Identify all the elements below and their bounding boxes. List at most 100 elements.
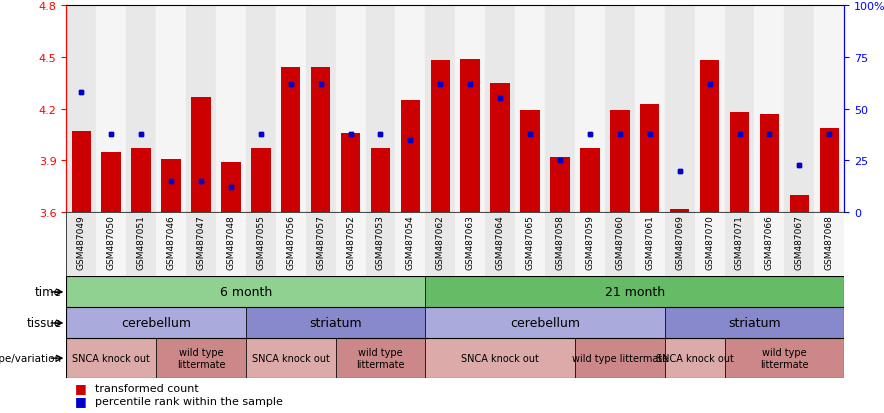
Text: GSM487060: GSM487060 (615, 215, 624, 269)
Bar (246, 6, 276, 213)
Bar (640, 104, 659, 213)
Bar (515, 213, 545, 277)
Bar (725, 213, 754, 277)
Bar (96, 213, 126, 277)
Bar (575, 339, 665, 378)
Bar (754, 6, 784, 213)
Bar (306, 213, 336, 277)
Bar (754, 213, 784, 277)
Bar (132, 149, 151, 213)
Bar (814, 6, 844, 213)
Bar (455, 6, 485, 213)
Text: 6 month: 6 month (220, 286, 272, 299)
Bar (461, 59, 480, 213)
Bar (700, 61, 720, 213)
Bar (336, 213, 365, 277)
Bar (431, 61, 450, 213)
Bar (365, 6, 395, 213)
Bar (665, 339, 725, 378)
Bar (72, 132, 91, 213)
Bar (700, 61, 720, 213)
Bar (186, 6, 216, 213)
Bar (370, 149, 390, 213)
Bar (336, 339, 425, 378)
Text: GSM487053: GSM487053 (376, 215, 385, 269)
Bar (819, 128, 839, 213)
Bar (575, 213, 605, 277)
Text: GSM487049: GSM487049 (77, 215, 86, 269)
Bar (186, 213, 216, 277)
Bar (575, 6, 605, 213)
Bar (341, 133, 361, 213)
Text: percentile rank within the sample: percentile rank within the sample (95, 396, 283, 406)
Bar (515, 6, 545, 213)
Bar (814, 213, 844, 277)
Bar (66, 277, 425, 308)
Bar (400, 101, 420, 213)
Text: 21 month: 21 month (605, 286, 665, 299)
Bar (66, 308, 246, 339)
Bar (102, 152, 121, 213)
Bar (246, 213, 276, 277)
Bar (161, 159, 180, 213)
Bar (670, 209, 690, 213)
Bar (281, 68, 301, 213)
Bar (491, 84, 510, 213)
Bar (221, 163, 240, 213)
Text: wild type
littermate: wild type littermate (356, 347, 405, 369)
Bar (102, 152, 121, 213)
Text: GSM487071: GSM487071 (735, 215, 744, 269)
Text: genotype/variation: genotype/variation (0, 353, 62, 363)
Text: cerebellum: cerebellum (510, 317, 580, 330)
Bar (789, 195, 809, 213)
Bar (400, 101, 420, 213)
Bar (759, 114, 779, 213)
Text: tissue: tissue (27, 317, 62, 330)
Bar (635, 6, 665, 213)
Bar (605, 213, 635, 277)
Bar (365, 213, 395, 277)
Bar (221, 163, 240, 213)
Bar (580, 149, 599, 213)
Bar (665, 308, 844, 339)
Text: ■: ■ (75, 394, 87, 407)
Bar (311, 68, 331, 213)
Bar (156, 213, 186, 277)
Bar (246, 308, 425, 339)
Bar (789, 195, 809, 213)
Text: SNCA knock out: SNCA knock out (72, 353, 150, 363)
Bar (216, 6, 246, 213)
Text: GSM487063: GSM487063 (466, 215, 475, 269)
Bar (336, 6, 365, 213)
Text: transformed count: transformed count (95, 383, 198, 393)
Text: GSM487054: GSM487054 (406, 215, 415, 269)
Text: GSM487047: GSM487047 (196, 215, 205, 269)
Bar (126, 6, 156, 213)
Bar (580, 149, 599, 213)
Text: GSM487064: GSM487064 (496, 215, 505, 269)
Bar (485, 6, 515, 213)
Text: wild type
littermate: wild type littermate (760, 347, 809, 369)
Bar (521, 111, 540, 213)
Text: GSM487059: GSM487059 (585, 215, 594, 269)
Bar (550, 158, 569, 213)
Text: GSM487058: GSM487058 (555, 215, 565, 269)
Text: GSM487069: GSM487069 (675, 215, 684, 269)
Bar (730, 113, 750, 213)
Bar (695, 213, 725, 277)
Bar (725, 6, 754, 213)
Text: GSM487067: GSM487067 (795, 215, 804, 269)
Bar (635, 213, 665, 277)
Bar (72, 132, 91, 213)
Text: time: time (35, 286, 62, 299)
Bar (545, 213, 575, 277)
Text: GSM487052: GSM487052 (346, 215, 355, 269)
Bar (431, 61, 450, 213)
Bar (725, 339, 844, 378)
Bar (425, 308, 665, 339)
Text: striatum: striatum (309, 317, 362, 330)
Bar (730, 113, 750, 213)
Text: cerebellum: cerebellum (121, 317, 191, 330)
Text: GSM487062: GSM487062 (436, 215, 445, 269)
Bar (550, 158, 569, 213)
